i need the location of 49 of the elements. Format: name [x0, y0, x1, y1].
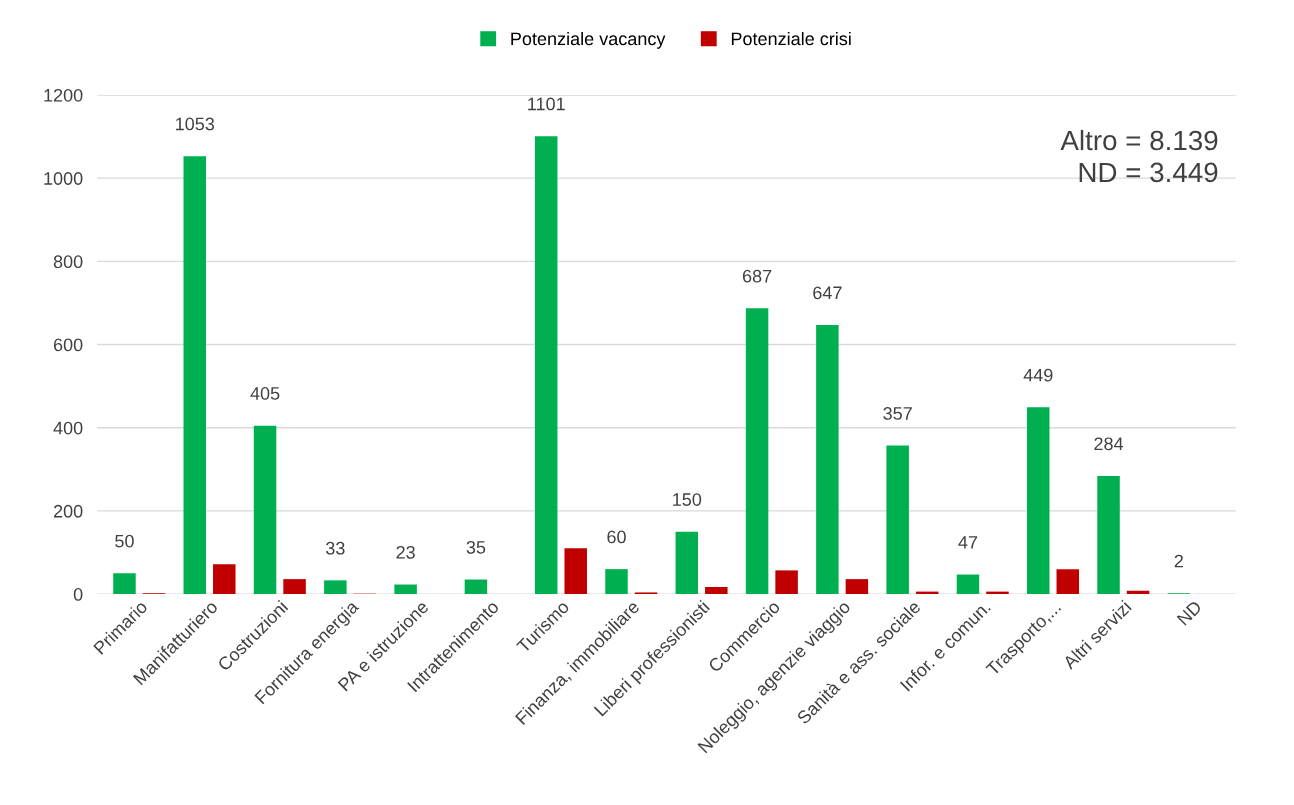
bar — [1027, 407, 1050, 595]
data-label: 2 — [1174, 554, 1183, 568]
data-label: 33 — [325, 541, 345, 555]
data-label: 357 — [883, 407, 912, 420]
bar — [705, 587, 728, 595]
annotation: Altro = 8.139 ND = 3.449 — [1060, 129, 1218, 183]
legend-label: Potenziale crisi — [731, 31, 851, 46]
bar — [1056, 569, 1080, 595]
data-label: 47 — [958, 536, 978, 549]
bar — [775, 570, 798, 595]
bar — [745, 308, 769, 595]
y-tick-label: 1200 — [44, 88, 83, 102]
bar — [886, 445, 909, 595]
bar — [394, 584, 417, 595]
bar — [845, 579, 869, 595]
data-label: 284 — [1094, 437, 1124, 451]
bar — [283, 579, 306, 595]
bar — [464, 579, 488, 595]
data-label: 1053 — [176, 117, 215, 131]
legend-label: Potenziale vacancy — [511, 31, 666, 49]
data-label: 50 — [115, 534, 134, 548]
data-label: 405 — [250, 387, 280, 400]
data-label: 647 — [813, 286, 842, 300]
bar — [534, 136, 558, 595]
bar — [956, 574, 980, 595]
y-tick-label: 0 — [73, 588, 83, 601]
y-tick-label: 600 — [53, 338, 83, 352]
y-tick-label: 1000 — [44, 172, 83, 185]
data-label: 687 — [742, 269, 772, 283]
y-tick-label: 400 — [53, 421, 83, 435]
y-tick-label: 200 — [53, 504, 83, 518]
data-label: 449 — [1023, 368, 1053, 382]
data-label: 35 — [466, 540, 486, 554]
bar — [213, 564, 236, 595]
y-tick-label: 800 — [53, 255, 83, 269]
x-tick-label: ND — [1176, 600, 1203, 626]
bar — [1097, 475, 1120, 595]
data-label: 60 — [607, 530, 626, 544]
bar — [253, 425, 277, 595]
bar — [324, 580, 347, 595]
data-label: 1101 — [528, 97, 565, 111]
bar — [675, 531, 699, 595]
bar — [816, 324, 839, 595]
bar — [113, 573, 136, 595]
data-label: 23 — [396, 545, 415, 559]
bar — [564, 548, 587, 595]
bar — [183, 156, 206, 595]
bar — [605, 569, 628, 595]
data-label: 150 — [673, 493, 702, 506]
